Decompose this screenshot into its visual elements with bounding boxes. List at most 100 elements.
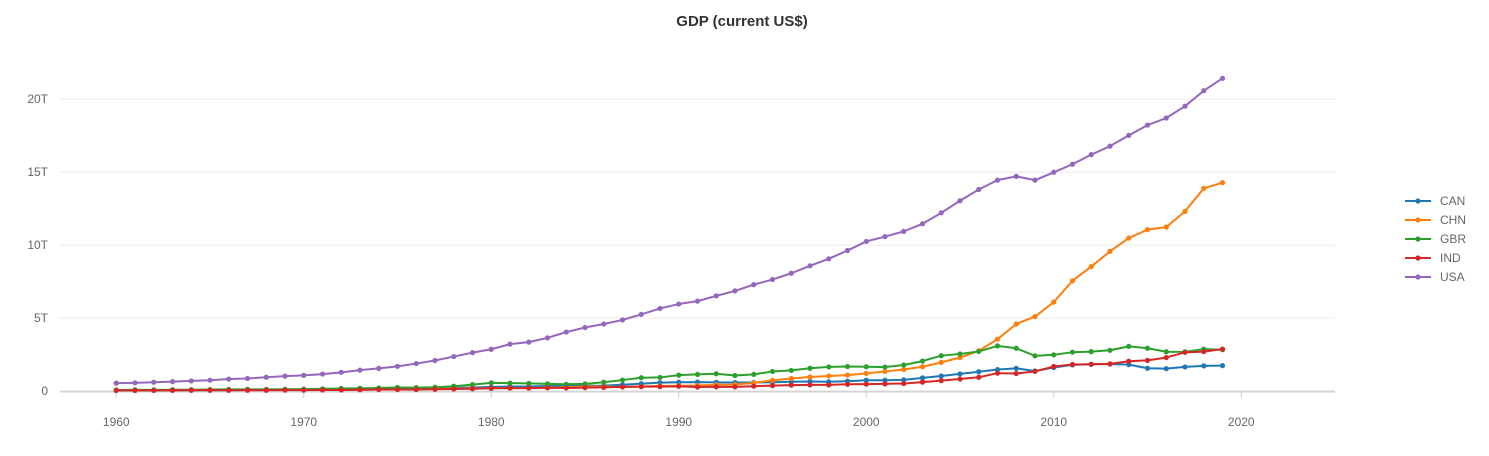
data-point[interactable]	[976, 374, 982, 380]
data-point[interactable]	[694, 371, 701, 377]
data-point[interactable]	[863, 377, 869, 383]
data-point[interactable]	[844, 247, 851, 254]
data-point[interactable]	[657, 384, 663, 390]
legend-item-usa[interactable]: USA	[1405, 270, 1465, 284]
data-point[interactable]	[938, 359, 944, 365]
data-point[interactable]	[844, 381, 851, 387]
data-point[interactable]	[544, 385, 551, 391]
data-point[interactable]	[863, 381, 869, 387]
data-point[interactable]	[1144, 227, 1151, 233]
data-point[interactable]	[1163, 115, 1169, 121]
data-point[interactable]	[1126, 132, 1132, 138]
data-point[interactable]	[226, 387, 232, 393]
data-point[interactable]	[1201, 349, 1207, 355]
data-point[interactable]	[319, 371, 326, 377]
data-point[interactable]	[376, 365, 382, 371]
data-point[interactable]	[619, 317, 626, 323]
data-point[interactable]	[338, 387, 344, 393]
data-point[interactable]	[1013, 321, 1019, 327]
data-point[interactable]	[769, 377, 776, 383]
data-point[interactable]	[451, 386, 457, 392]
data-point[interactable]	[732, 288, 738, 294]
data-point[interactable]	[901, 366, 907, 373]
data-point[interactable]	[1201, 185, 1207, 191]
data-point[interactable]	[713, 371, 719, 377]
data-point[interactable]	[638, 375, 644, 381]
data-point[interactable]	[638, 384, 644, 390]
data-point[interactable]	[1088, 152, 1094, 158]
data-point[interactable]	[938, 210, 944, 216]
data-point[interactable]	[563, 381, 569, 387]
data-point[interactable]	[788, 367, 794, 374]
data-point[interactable]	[788, 382, 794, 388]
data-point[interactable]	[582, 381, 588, 387]
data-point[interactable]	[207, 377, 213, 383]
data-point[interactable]	[244, 375, 251, 382]
data-point[interactable]	[807, 382, 813, 388]
data-point[interactable]	[1088, 361, 1094, 367]
data-point[interactable]	[1051, 299, 1057, 305]
data-point[interactable]	[338, 369, 344, 375]
data-point[interactable]	[188, 378, 194, 384]
data-point[interactable]	[826, 256, 832, 262]
data-point[interactable]	[301, 387, 307, 393]
data-point[interactable]	[1107, 361, 1113, 367]
data-point[interactable]	[1201, 88, 1207, 94]
data-point[interactable]	[826, 382, 832, 388]
data-point[interactable]	[1219, 75, 1226, 81]
data-point[interactable]	[113, 387, 119, 394]
data-point[interactable]	[994, 177, 1001, 183]
data-point[interactable]	[1163, 366, 1169, 372]
data-point[interactable]	[1144, 365, 1151, 371]
data-point[interactable]	[976, 369, 982, 375]
data-point[interactable]	[807, 374, 813, 380]
data-point[interactable]	[826, 364, 832, 370]
data-point[interactable]	[901, 362, 907, 368]
data-point[interactable]	[844, 363, 851, 370]
data-point[interactable]	[938, 373, 944, 379]
data-point[interactable]	[994, 343, 1001, 349]
data-point[interactable]	[1069, 161, 1076, 167]
data-point[interactable]	[807, 263, 813, 269]
legend-item-gbr[interactable]: GBR	[1405, 232, 1466, 246]
data-point[interactable]	[526, 385, 532, 391]
data-point[interactable]	[919, 364, 926, 370]
data-point[interactable]	[882, 234, 888, 240]
data-point[interactable]	[938, 378, 944, 384]
legend-item-can[interactable]: CAN	[1405, 194, 1465, 208]
data-point[interactable]	[1126, 343, 1132, 349]
data-point[interactable]	[469, 386, 476, 392]
data-point[interactable]	[1163, 354, 1169, 361]
data-point[interactable]	[507, 380, 513, 386]
data-point[interactable]	[807, 365, 813, 371]
data-point[interactable]	[188, 387, 194, 393]
data-point[interactable]	[563, 385, 569, 391]
data-point[interactable]	[263, 387, 269, 393]
data-point[interactable]	[919, 358, 926, 364]
data-point[interactable]	[976, 186, 982, 193]
data-point[interactable]	[1032, 353, 1038, 359]
data-point[interactable]	[544, 381, 551, 387]
data-point[interactable]	[394, 363, 401, 369]
data-point[interactable]	[882, 381, 888, 387]
data-point[interactable]	[1144, 122, 1151, 128]
data-point[interactable]	[713, 293, 719, 299]
data-point[interactable]	[357, 387, 363, 393]
data-point[interactable]	[582, 385, 588, 391]
data-point[interactable]	[1144, 345, 1151, 351]
data-point[interactable]	[469, 350, 476, 356]
data-point[interactable]	[132, 380, 138, 386]
data-point[interactable]	[1163, 349, 1169, 355]
data-point[interactable]	[1032, 368, 1038, 375]
data-point[interactable]	[132, 387, 138, 394]
data-point[interactable]	[957, 354, 963, 361]
data-point[interactable]	[226, 376, 232, 382]
data-point[interactable]	[657, 374, 663, 381]
data-point[interactable]	[1013, 365, 1019, 371]
data-point[interactable]	[1051, 352, 1057, 358]
data-point[interactable]	[413, 360, 419, 367]
data-point[interactable]	[863, 238, 869, 245]
data-point[interactable]	[1126, 235, 1132, 241]
data-point[interactable]	[882, 368, 888, 375]
data-point[interactable]	[676, 372, 682, 378]
